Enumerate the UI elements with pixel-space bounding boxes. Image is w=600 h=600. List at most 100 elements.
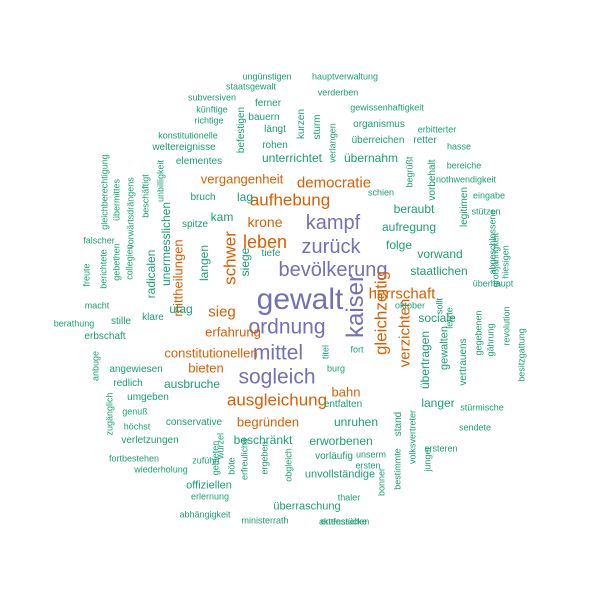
word-redlich: redlich	[113, 378, 143, 389]
word-besitzgattung: besitzgattung	[516, 328, 527, 382]
word-berathung: berathung	[53, 318, 95, 329]
word-bahn: bahn	[331, 384, 361, 400]
word-langen: langen	[197, 244, 211, 282]
word-kaiser: kaiser	[342, 273, 369, 339]
word-ausbruche: ausbruche	[163, 377, 221, 391]
word-gewalt: gewalt	[256, 283, 344, 316]
word-schien: schien	[367, 187, 395, 198]
word-macht: macht	[84, 300, 110, 311]
word-stand: stand	[393, 411, 404, 437]
word-weltereignisse: weltereignisse	[152, 142, 216, 153]
word-überreichen: überreichen	[351, 135, 405, 146]
word-erfreuliche: erfreuliche	[239, 437, 250, 481]
word-unbilligkeit: unbilligkeit	[155, 159, 166, 203]
word-unvollständige: unvollständige	[304, 468, 376, 481]
word-kampf: kampf	[305, 212, 361, 234]
word-ausgleichung: ausgleichung	[226, 390, 328, 410]
word-oktober: oktober	[394, 300, 426, 311]
word-ersteren: ersteren	[424, 443, 458, 454]
word-spitze: spitze	[181, 219, 209, 230]
word-sogleich: sogleich	[238, 365, 316, 389]
word-richtige: richtige	[194, 115, 224, 126]
word-ersten: ersten	[355, 460, 381, 471]
word-ferner: ferner	[254, 98, 282, 109]
word-abhängigkeit: abhängigkeit	[179, 509, 231, 520]
word-sieg: sieg	[208, 303, 236, 321]
word-leben: leben	[242, 232, 288, 252]
word-erfahrung: erfahrung	[205, 324, 261, 340]
word-hasse: hasse	[446, 141, 472, 152]
word-vorwand: vorwand	[417, 247, 463, 261]
word-gegebenen: gegebenen	[473, 310, 484, 356]
word-utag: utag	[169, 302, 193, 316]
word-eingabe: eingabe	[472, 190, 506, 201]
word-ordnung: ordnung	[248, 315, 326, 339]
word-mittel: mittel	[252, 341, 304, 365]
word-rohen: rohen	[262, 140, 288, 151]
word-höchst: höchst	[123, 421, 151, 432]
word-zurück: zurück	[301, 236, 361, 258]
word-gewissenhaftigkeit: gewissenhaftigkeit	[350, 102, 424, 113]
word-sociale: sociale	[418, 311, 456, 325]
word-angewiesen: angewiesen	[109, 364, 163, 375]
word-bestimmte: bestimmte	[392, 448, 403, 490]
word-volksvertreter: volksvertreter	[407, 409, 418, 465]
word-unterrichtet: unterrichtet	[261, 151, 323, 165]
word-nothwendigkeit: nothwendigkeit	[435, 174, 497, 185]
word-unruhen: unruhen	[333, 415, 379, 429]
word-aktenstücke: aktenstücke	[318, 516, 368, 527]
word-ergeben: ergeben	[259, 441, 270, 475]
word-genuß: genuß	[122, 406, 148, 417]
word-erbitterter: erbitterter	[417, 124, 457, 135]
word-offiziellen: offiziellen	[186, 479, 232, 492]
word-erlernung: erlernung	[190, 491, 230, 502]
word-vorläufig: vorläufig	[315, 451, 353, 462]
word-befestigen: befestigen	[236, 106, 247, 154]
word-revolution: revolution	[501, 306, 512, 346]
word-künftige: künftige	[196, 104, 228, 115]
word-stille: stille	[110, 316, 132, 327]
word-titel: titel	[320, 344, 331, 360]
word-anbuge: anbuge	[90, 350, 101, 382]
word-lag: lag	[236, 190, 254, 204]
word-bruch: bruch	[190, 192, 216, 203]
word-verletzungen: verletzungen	[121, 435, 179, 446]
word-constitutionellen: constitutionellen	[164, 345, 258, 361]
word-hiesigen: hiesigen	[500, 245, 511, 279]
word-erworbenen: erworbenen	[309, 434, 373, 448]
word-längt: längt	[264, 124, 286, 135]
word-sendete: sendete	[458, 422, 492, 433]
word-verderben: verderben	[317, 87, 359, 98]
word-übertragen: übertragen	[418, 330, 432, 390]
word-böte: böte	[226, 457, 237, 475]
word-bevölkerung: bevölkerung	[278, 259, 388, 281]
word-falscher: falscher	[83, 235, 115, 246]
word-übernahm: übernahm	[343, 151, 399, 165]
word-sollt: sollt	[434, 297, 445, 315]
word-aufhebung: aufhebung	[249, 190, 331, 210]
word-obgleich: obgleich	[283, 448, 294, 482]
word-retter: retter	[413, 135, 437, 146]
word-übermittes: übermittes	[111, 178, 122, 222]
word-kam: kam	[210, 210, 234, 224]
word-unermesslichen: unermesslichen	[159, 201, 173, 287]
word-vergangenheit: vergangenheit	[200, 171, 284, 187]
word-entfalten: entfalten	[323, 399, 363, 410]
word-legitimen: legitimen	[459, 186, 470, 228]
word-staatsgewalt: staatsgewalt	[225, 81, 277, 92]
word-umgeben: umgeben	[127, 392, 169, 403]
word-bereiche: bereiche	[446, 160, 482, 171]
word-gährung: gährung	[485, 323, 496, 357]
word-elementes: elementes	[175, 156, 223, 167]
word-subversiven: subversiven	[187, 92, 237, 103]
word-fortbestehen: fortbestehen	[108, 453, 160, 464]
word-beschäftigt: beschäftigt	[140, 174, 151, 218]
word-burg: burg	[326, 363, 346, 374]
word-unserm: unserm	[355, 449, 387, 460]
word-radicalen: radicalen	[144, 249, 158, 299]
word-collegien: collegien	[124, 244, 135, 280]
word-democratie: democratie	[296, 174, 372, 192]
word-klare: klare	[142, 312, 164, 323]
word-ministerrath: ministerrath	[241, 515, 289, 526]
